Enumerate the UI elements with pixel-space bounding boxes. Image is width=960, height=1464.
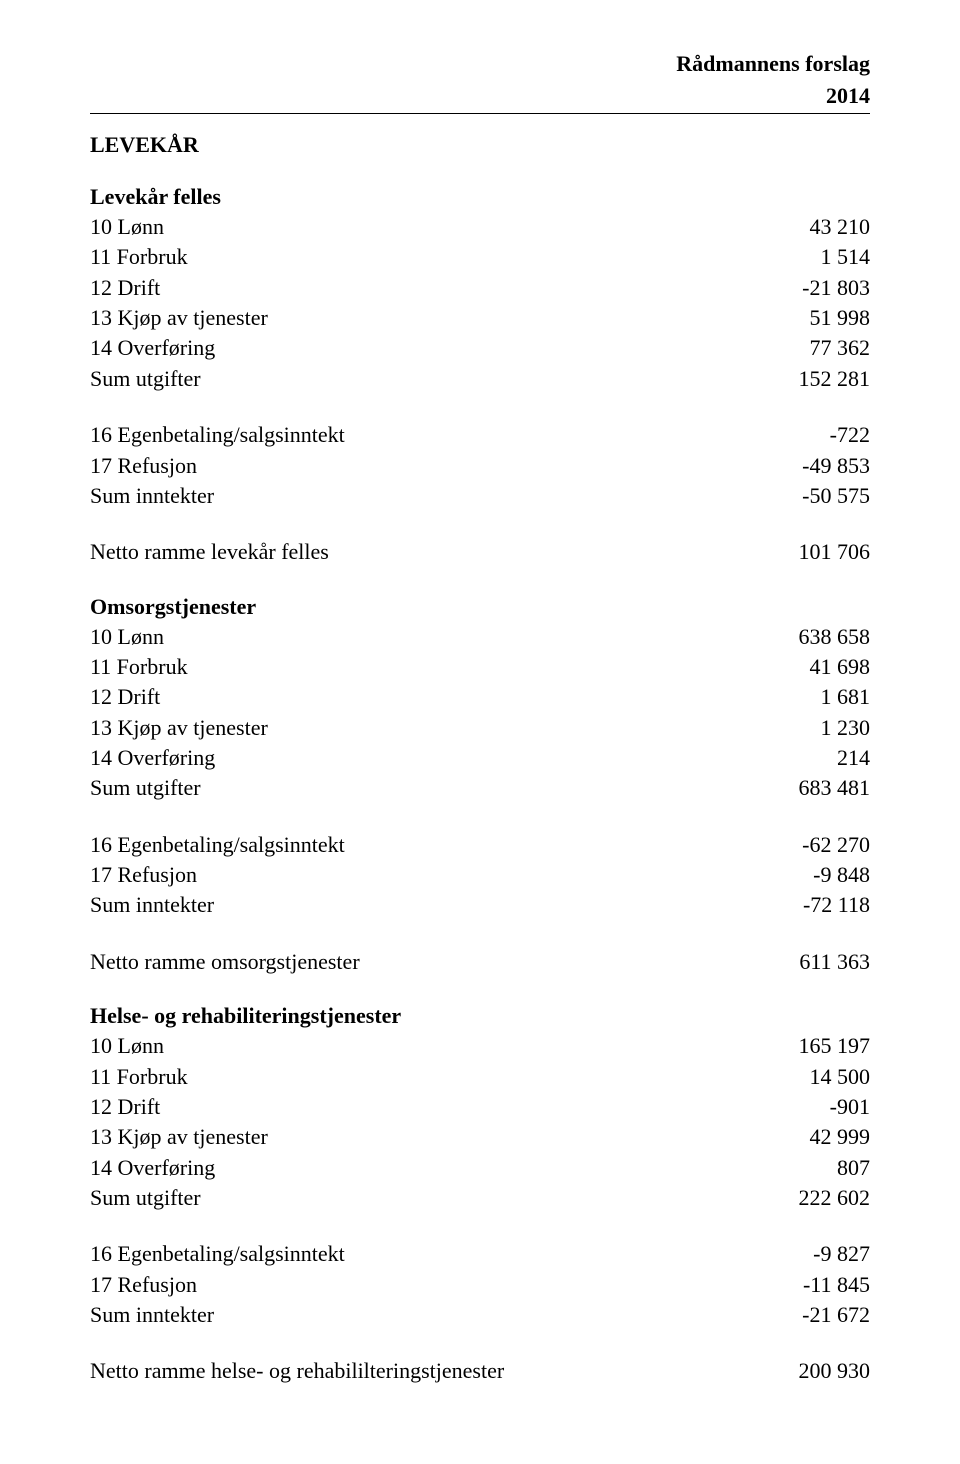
row-label: 12 Drift: [90, 682, 750, 712]
table-row: 10 Lønn638 658: [90, 622, 870, 652]
table-row: Sum inntekter-72 118: [90, 890, 870, 920]
row-value: 152 281: [750, 364, 870, 394]
row-value: 683 481: [750, 773, 870, 803]
row-label: Sum inntekter: [90, 890, 750, 920]
row-label: Netto ramme helse- og rehabililteringstj…: [90, 1356, 750, 1386]
subsection-title: Helse- og rehabiliteringstjenester: [90, 1003, 870, 1029]
row-label: Sum inntekter: [90, 1300, 750, 1330]
row-value: 1 681: [750, 682, 870, 712]
row-value: 43 210: [750, 212, 870, 242]
netto-row: Netto ramme omsorgstjenester611 363: [90, 947, 870, 977]
table-row: 10 Lønn165 197: [90, 1031, 870, 1061]
subsection-title: Levekår felles: [90, 184, 870, 210]
row-value: -21 672: [750, 1300, 870, 1330]
row-value: 14 500: [750, 1062, 870, 1092]
row-label: 16 Egenbetaling/salgsinntekt: [90, 420, 750, 450]
row-label: 10 Lønn: [90, 212, 750, 242]
row-label: 17 Refusjon: [90, 1270, 750, 1300]
netto-row: Netto ramme levekår felles101 706: [90, 537, 870, 567]
table-row: 11 Forbruk14 500: [90, 1062, 870, 1092]
document-page: Rådmannens forslag 2014 LEVEKÅR Levekår …: [0, 0, 960, 1464]
main-section-title: LEVEKÅR: [90, 132, 870, 158]
row-label: 13 Kjøp av tjenester: [90, 713, 750, 743]
table-row: 16 Egenbetaling/salgsinntekt-9 827: [90, 1239, 870, 1269]
row-label: 16 Egenbetaling/salgsinntekt: [90, 830, 750, 860]
row-label: 10 Lønn: [90, 1031, 750, 1061]
table-row: 10 Lønn43 210: [90, 212, 870, 242]
row-value: 222 602: [750, 1183, 870, 1213]
row-value: 51 998: [750, 303, 870, 333]
table-row: 11 Forbruk41 698: [90, 652, 870, 682]
row-value: -62 270: [750, 830, 870, 860]
table-row: Sum utgifter683 481: [90, 773, 870, 803]
row-value: 42 999: [750, 1122, 870, 1152]
row-label: 12 Drift: [90, 1092, 750, 1122]
table-row: 12 Drift-901: [90, 1092, 870, 1122]
row-label: 11 Forbruk: [90, 652, 750, 682]
row-value: -49 853: [750, 451, 870, 481]
row-value: -9 827: [750, 1239, 870, 1269]
row-label: 13 Kjøp av tjenester: [90, 1122, 750, 1152]
row-label: Sum utgifter: [90, 364, 750, 394]
row-label: Netto ramme levekår felles: [90, 537, 750, 567]
row-value: 41 698: [750, 652, 870, 682]
table-row: 17 Refusjon-11 845: [90, 1270, 870, 1300]
row-value: 200 930: [750, 1356, 870, 1386]
row-label: 12 Drift: [90, 273, 750, 303]
table-row: 14 Overføring807: [90, 1153, 870, 1183]
row-value: 165 197: [750, 1031, 870, 1061]
netto-row: Netto ramme helse- og rehabililteringstj…: [90, 1356, 870, 1386]
row-value: -72 118: [750, 890, 870, 920]
subsection-title: Omsorgstjenester: [90, 594, 870, 620]
row-label: 11 Forbruk: [90, 242, 750, 272]
row-value: -722: [750, 420, 870, 450]
row-value: -11 845: [750, 1270, 870, 1300]
table-row: 14 Overføring214: [90, 743, 870, 773]
row-value: 101 706: [750, 537, 870, 567]
table-row: 12 Drift1 681: [90, 682, 870, 712]
table-row: 16 Egenbetaling/salgsinntekt-62 270: [90, 830, 870, 860]
table-row: 11 Forbruk1 514: [90, 242, 870, 272]
table-row: 17 Refusjon-9 848: [90, 860, 870, 890]
row-label: Netto ramme omsorgstjenester: [90, 947, 750, 977]
row-value: 77 362: [750, 333, 870, 363]
row-label: 16 Egenbetaling/salgsinntekt: [90, 1239, 750, 1269]
table-row: 12 Drift-21 803: [90, 273, 870, 303]
row-label: 10 Lønn: [90, 622, 750, 652]
table-row: Sum utgifter222 602: [90, 1183, 870, 1213]
row-value: -50 575: [750, 481, 870, 511]
row-value: 1 514: [750, 242, 870, 272]
header-line1: Rådmannens forslag: [90, 50, 870, 78]
table-row: Sum inntekter-50 575: [90, 481, 870, 511]
table-row: 13 Kjøp av tjenester1 230: [90, 713, 870, 743]
row-value: 638 658: [750, 622, 870, 652]
table-row: 17 Refusjon-49 853: [90, 451, 870, 481]
table-row: 16 Egenbetaling/salgsinntekt-722: [90, 420, 870, 450]
table-row: Sum inntekter-21 672: [90, 1300, 870, 1330]
table-row: Sum utgifter152 281: [90, 364, 870, 394]
row-label: 14 Overføring: [90, 743, 750, 773]
header-rule: [90, 113, 870, 114]
header-line2: 2014: [90, 82, 870, 110]
row-value: -21 803: [750, 273, 870, 303]
row-label: 14 Overføring: [90, 333, 750, 363]
row-value: -901: [750, 1092, 870, 1122]
row-label: 17 Refusjon: [90, 860, 750, 890]
row-value: 214: [750, 743, 870, 773]
row-label: Sum utgifter: [90, 1183, 750, 1213]
table-row: 13 Kjøp av tjenester42 999: [90, 1122, 870, 1152]
row-label: Sum inntekter: [90, 481, 750, 511]
row-label: 11 Forbruk: [90, 1062, 750, 1092]
table-row: 13 Kjøp av tjenester51 998: [90, 303, 870, 333]
row-value: 611 363: [750, 947, 870, 977]
row-label: Sum utgifter: [90, 773, 750, 803]
row-value: 807: [750, 1153, 870, 1183]
row-label: 14 Overføring: [90, 1153, 750, 1183]
row-value: -9 848: [750, 860, 870, 890]
row-value: 1 230: [750, 713, 870, 743]
table-row: 14 Overføring77 362: [90, 333, 870, 363]
row-label: 17 Refusjon: [90, 451, 750, 481]
row-label: 13 Kjøp av tjenester: [90, 303, 750, 333]
